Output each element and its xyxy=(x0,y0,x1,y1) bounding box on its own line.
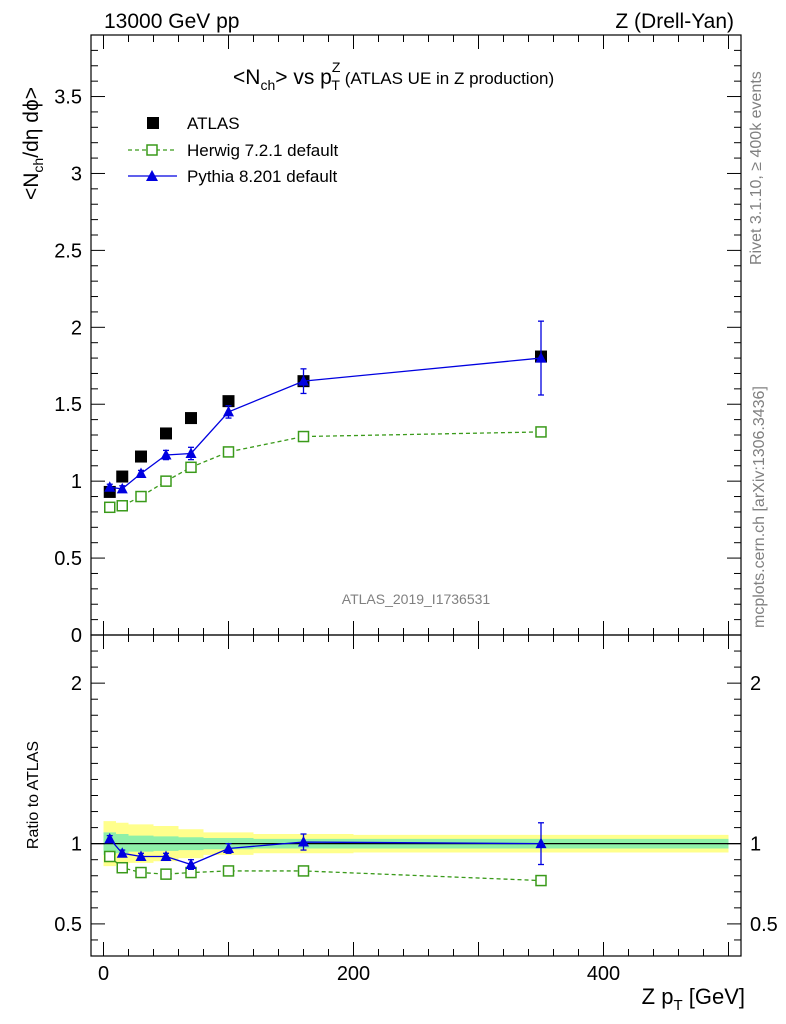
pythia-point xyxy=(298,375,309,386)
ratio-y-tick-label-right: 1 xyxy=(750,834,761,856)
herwig-line xyxy=(109,431,542,508)
atlas-point xyxy=(135,450,147,463)
ratio-y-tick-label: 1 xyxy=(71,834,82,856)
ratio-y-axis-label: Ratio to ATLAS xyxy=(25,741,42,849)
ratio-plot: 0.5 0.5 1 1 2 2 0 200 400 Ratio to ATLAS Z pT [… xyxy=(25,634,778,1014)
herwig-point xyxy=(222,446,235,458)
title-mid: > vs p xyxy=(275,66,332,89)
header-left: 13000 GeV pp xyxy=(104,10,239,33)
ratio-pythia-point xyxy=(104,832,116,844)
ratio-herwig-point xyxy=(160,868,172,880)
ratio-pythia-point xyxy=(116,847,128,858)
title-sub1: ch xyxy=(260,77,275,93)
main-plot: 00.511.522.533.5 <Nch/dη dϕ> <Nch> vs pZ… xyxy=(20,34,742,647)
herwig-point xyxy=(185,461,197,474)
main-y-tick-labels: 0 0.5 1 1.5 2 2.5 3 3.5 xyxy=(54,87,82,647)
ratio-y-tick-label: 2 xyxy=(71,673,82,695)
herwig-point xyxy=(135,490,147,503)
legend-pythia-label: Pythia 8.201 default xyxy=(187,167,338,186)
ylabel-part-a: <N xyxy=(20,173,43,200)
y-tick-label: 3.5 xyxy=(54,87,82,109)
ratio-y-tick-labels: 0.5 0.5 1 1 2 2 xyxy=(54,673,778,936)
ratio-x-tick-labels: 0 200 400 xyxy=(98,963,620,985)
title-sup: Z xyxy=(332,59,341,75)
ylabel-part-b: /dη dϕ> xyxy=(20,87,43,158)
title-sub2: T xyxy=(331,77,340,93)
title-prefix: <N xyxy=(233,66,260,89)
ratio-herwig-point xyxy=(222,865,235,877)
herwig-point xyxy=(160,475,172,487)
y-tick-label: 2.5 xyxy=(54,240,82,262)
ratio-herwig-point xyxy=(135,866,147,879)
ratio-herwig-point xyxy=(297,865,310,877)
xlabel-part-b: [GeV] xyxy=(683,984,745,1009)
y-tick-label: 0.5 xyxy=(54,548,82,570)
ratio-y-tick-label-right: 0.5 xyxy=(750,914,778,936)
pythia-point xyxy=(185,447,197,458)
ratio-herwig-point xyxy=(535,874,547,887)
title-suffix: (ATLAS UE in Z production) xyxy=(340,69,554,88)
header-right: Z (Drell-Yan) xyxy=(615,10,734,33)
herwig-point xyxy=(104,501,116,514)
main-y-axis-label: <Nch/dη dϕ> xyxy=(20,87,46,200)
analysis-watermark: ATLAS_2019_I1736531 xyxy=(342,591,491,607)
herwig-point xyxy=(297,430,310,443)
herwig-point xyxy=(116,500,128,512)
ratio-pythia-point xyxy=(160,850,172,861)
ratio-pythia-point xyxy=(535,837,547,849)
ratio-band xyxy=(91,821,741,867)
atlas-point xyxy=(185,412,197,425)
y-tick-label: 0 xyxy=(71,625,82,647)
legend-herwig-label: Herwig 7.2.1 default xyxy=(187,141,338,160)
xlabel-part-a: Z p xyxy=(642,984,674,1009)
atlas-point xyxy=(116,470,129,483)
ratio-plot-frame xyxy=(90,634,742,957)
xlabel-sub: T xyxy=(673,997,682,1014)
x-tick-label: 200 xyxy=(337,963,370,985)
rivet-label: Rivet 3.1.10, ≥ 400k events xyxy=(748,71,765,265)
pythia-point xyxy=(535,352,547,363)
atlas-point xyxy=(160,427,172,440)
pythia-point xyxy=(116,482,128,494)
ratio-y-tick-label: 0.5 xyxy=(54,914,82,936)
ratio-pythia-point xyxy=(135,850,147,861)
y-tick-label: 3 xyxy=(71,163,82,185)
legend: ATLAS Herwig 7.2.1 default Pythia 8.201 … xyxy=(128,114,338,186)
mcplots-label: mcplots.cern.ch [arXiv:1306.3436] xyxy=(751,386,768,628)
pythia-line xyxy=(109,357,542,490)
y-tick-label: 2 xyxy=(71,317,82,339)
legend-atlas-label: ATLAS xyxy=(187,114,240,133)
main-plot-data xyxy=(103,320,547,514)
y-tick-label: 1 xyxy=(71,471,82,493)
atlas-point xyxy=(222,395,235,408)
pythia-point xyxy=(135,467,147,478)
ratio-pythia-point xyxy=(185,858,197,870)
ratio-pythia-point xyxy=(223,842,234,853)
pythia-point xyxy=(223,405,234,417)
pythia-point xyxy=(160,449,172,460)
ratio-plot-ticks xyxy=(91,634,741,956)
main-plot-ticks xyxy=(91,34,741,636)
ratio-plot-data xyxy=(104,822,547,887)
ratio-y-tick-label-right: 2 xyxy=(750,673,761,695)
pythia-point xyxy=(104,481,116,492)
x-tick-label: 0 xyxy=(98,963,109,985)
ratio-herwig-point xyxy=(116,861,128,874)
legend-herwig-marker xyxy=(146,144,158,156)
ylabel-sub: ch xyxy=(30,158,46,173)
main-plot-title: <Nch> vs pZ T (ATLAS UE in Z production) xyxy=(233,59,554,93)
legend-pythia-marker xyxy=(146,170,158,181)
y-tick-label: 1.5 xyxy=(54,394,82,416)
legend-atlas-marker xyxy=(147,117,159,129)
ratio-herwig-line xyxy=(109,856,542,882)
ratio-pythia-point xyxy=(298,836,309,847)
herwig-point xyxy=(535,426,547,438)
x-axis-label: Z pT [GeV] xyxy=(642,984,745,1014)
x-tick-label: 400 xyxy=(587,963,620,985)
ratio-herwig-point xyxy=(104,850,116,863)
